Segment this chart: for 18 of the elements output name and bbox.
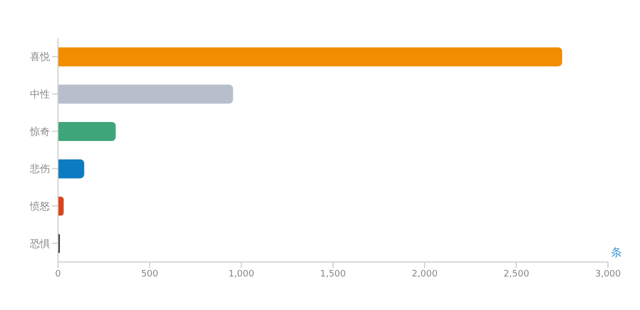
x-tick-label: 0 <box>55 269 62 280</box>
y-tick-label: 愤怒 <box>29 200 50 213</box>
x-tick-label: 500 <box>141 269 159 280</box>
x-axis-title: 条 <box>611 246 622 259</box>
x-tick-label: 1,000 <box>228 269 254 280</box>
y-tick-label: 恐惧 <box>29 238 50 250</box>
y-tick-label: 悲伤 <box>29 163 50 176</box>
y-tick-label: 惊奇 <box>29 126 50 138</box>
bar <box>58 47 562 66</box>
x-tick-label: 1,500 <box>320 269 346 280</box>
y-tick-label: 喜悦 <box>30 51 50 64</box>
x-tick-label: 3,000 <box>595 269 622 280</box>
bar <box>58 159 84 178</box>
x-tick-label: 2,500 <box>503 269 530 280</box>
bar <box>58 122 116 141</box>
bar <box>58 84 234 104</box>
x-tick-label: 2,000 <box>412 269 438 280</box>
y-tick-label: 中性 <box>30 88 50 101</box>
